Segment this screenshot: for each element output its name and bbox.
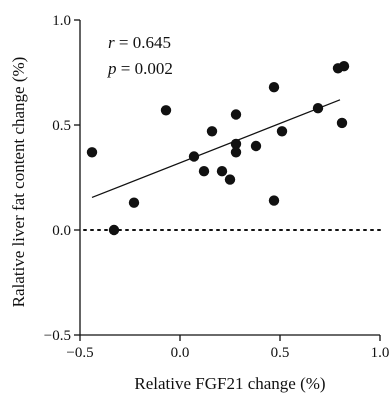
r-symbol: r <box>108 33 115 52</box>
data-point <box>206 126 218 137</box>
data-point <box>198 166 210 177</box>
y-ticks: −0.5 0.0 0.5 1.0 <box>44 13 80 344</box>
data-point <box>108 224 120 236</box>
x-tick-label: −0.5 <box>66 345 93 361</box>
y-tick-label: 0.0 <box>52 223 71 239</box>
r-value: = 0.645 <box>115 33 171 52</box>
x-tick-label: 0.5 <box>271 345 290 361</box>
data-point <box>312 103 324 114</box>
data-point <box>230 138 242 150</box>
x-tick-label: 0.0 <box>171 345 190 361</box>
data-point <box>224 174 236 185</box>
p-value: = 0.002 <box>117 59 173 78</box>
y-tick-label: 1.0 <box>52 13 71 29</box>
data-points <box>86 60 350 236</box>
data-point <box>188 151 200 162</box>
data-point <box>230 147 242 158</box>
data-point <box>268 195 280 206</box>
x-tick-label: 1.0 <box>371 345 390 361</box>
data-point <box>338 60 350 72</box>
p-annotation: p = 0.002 <box>107 59 173 78</box>
data-point <box>230 109 242 120</box>
y-axis-title: Ralative liver fat content change (%) <box>9 57 28 308</box>
data-point <box>250 140 262 152</box>
data-point <box>276 126 288 137</box>
plot-area: −0.5 0.0 0.5 1.0 −0.5 0.0 0.5 1.0 <box>44 13 390 361</box>
y-tick-label: −0.5 <box>44 328 71 344</box>
data-point <box>268 82 280 93</box>
x-axis-title: Relative FGF21 change (%) <box>134 374 325 393</box>
data-point <box>216 166 228 177</box>
r-annotation: r = 0.645 <box>108 33 171 52</box>
p-symbol: p <box>107 59 117 78</box>
regression-line <box>91 99 341 199</box>
x-ticks: −0.5 0.0 0.5 1.0 <box>66 335 389 361</box>
data-point <box>160 105 172 116</box>
data-point <box>336 117 348 129</box>
data-point <box>128 197 140 208</box>
y-tick-label: 0.5 <box>52 118 71 134</box>
data-point <box>86 147 98 158</box>
